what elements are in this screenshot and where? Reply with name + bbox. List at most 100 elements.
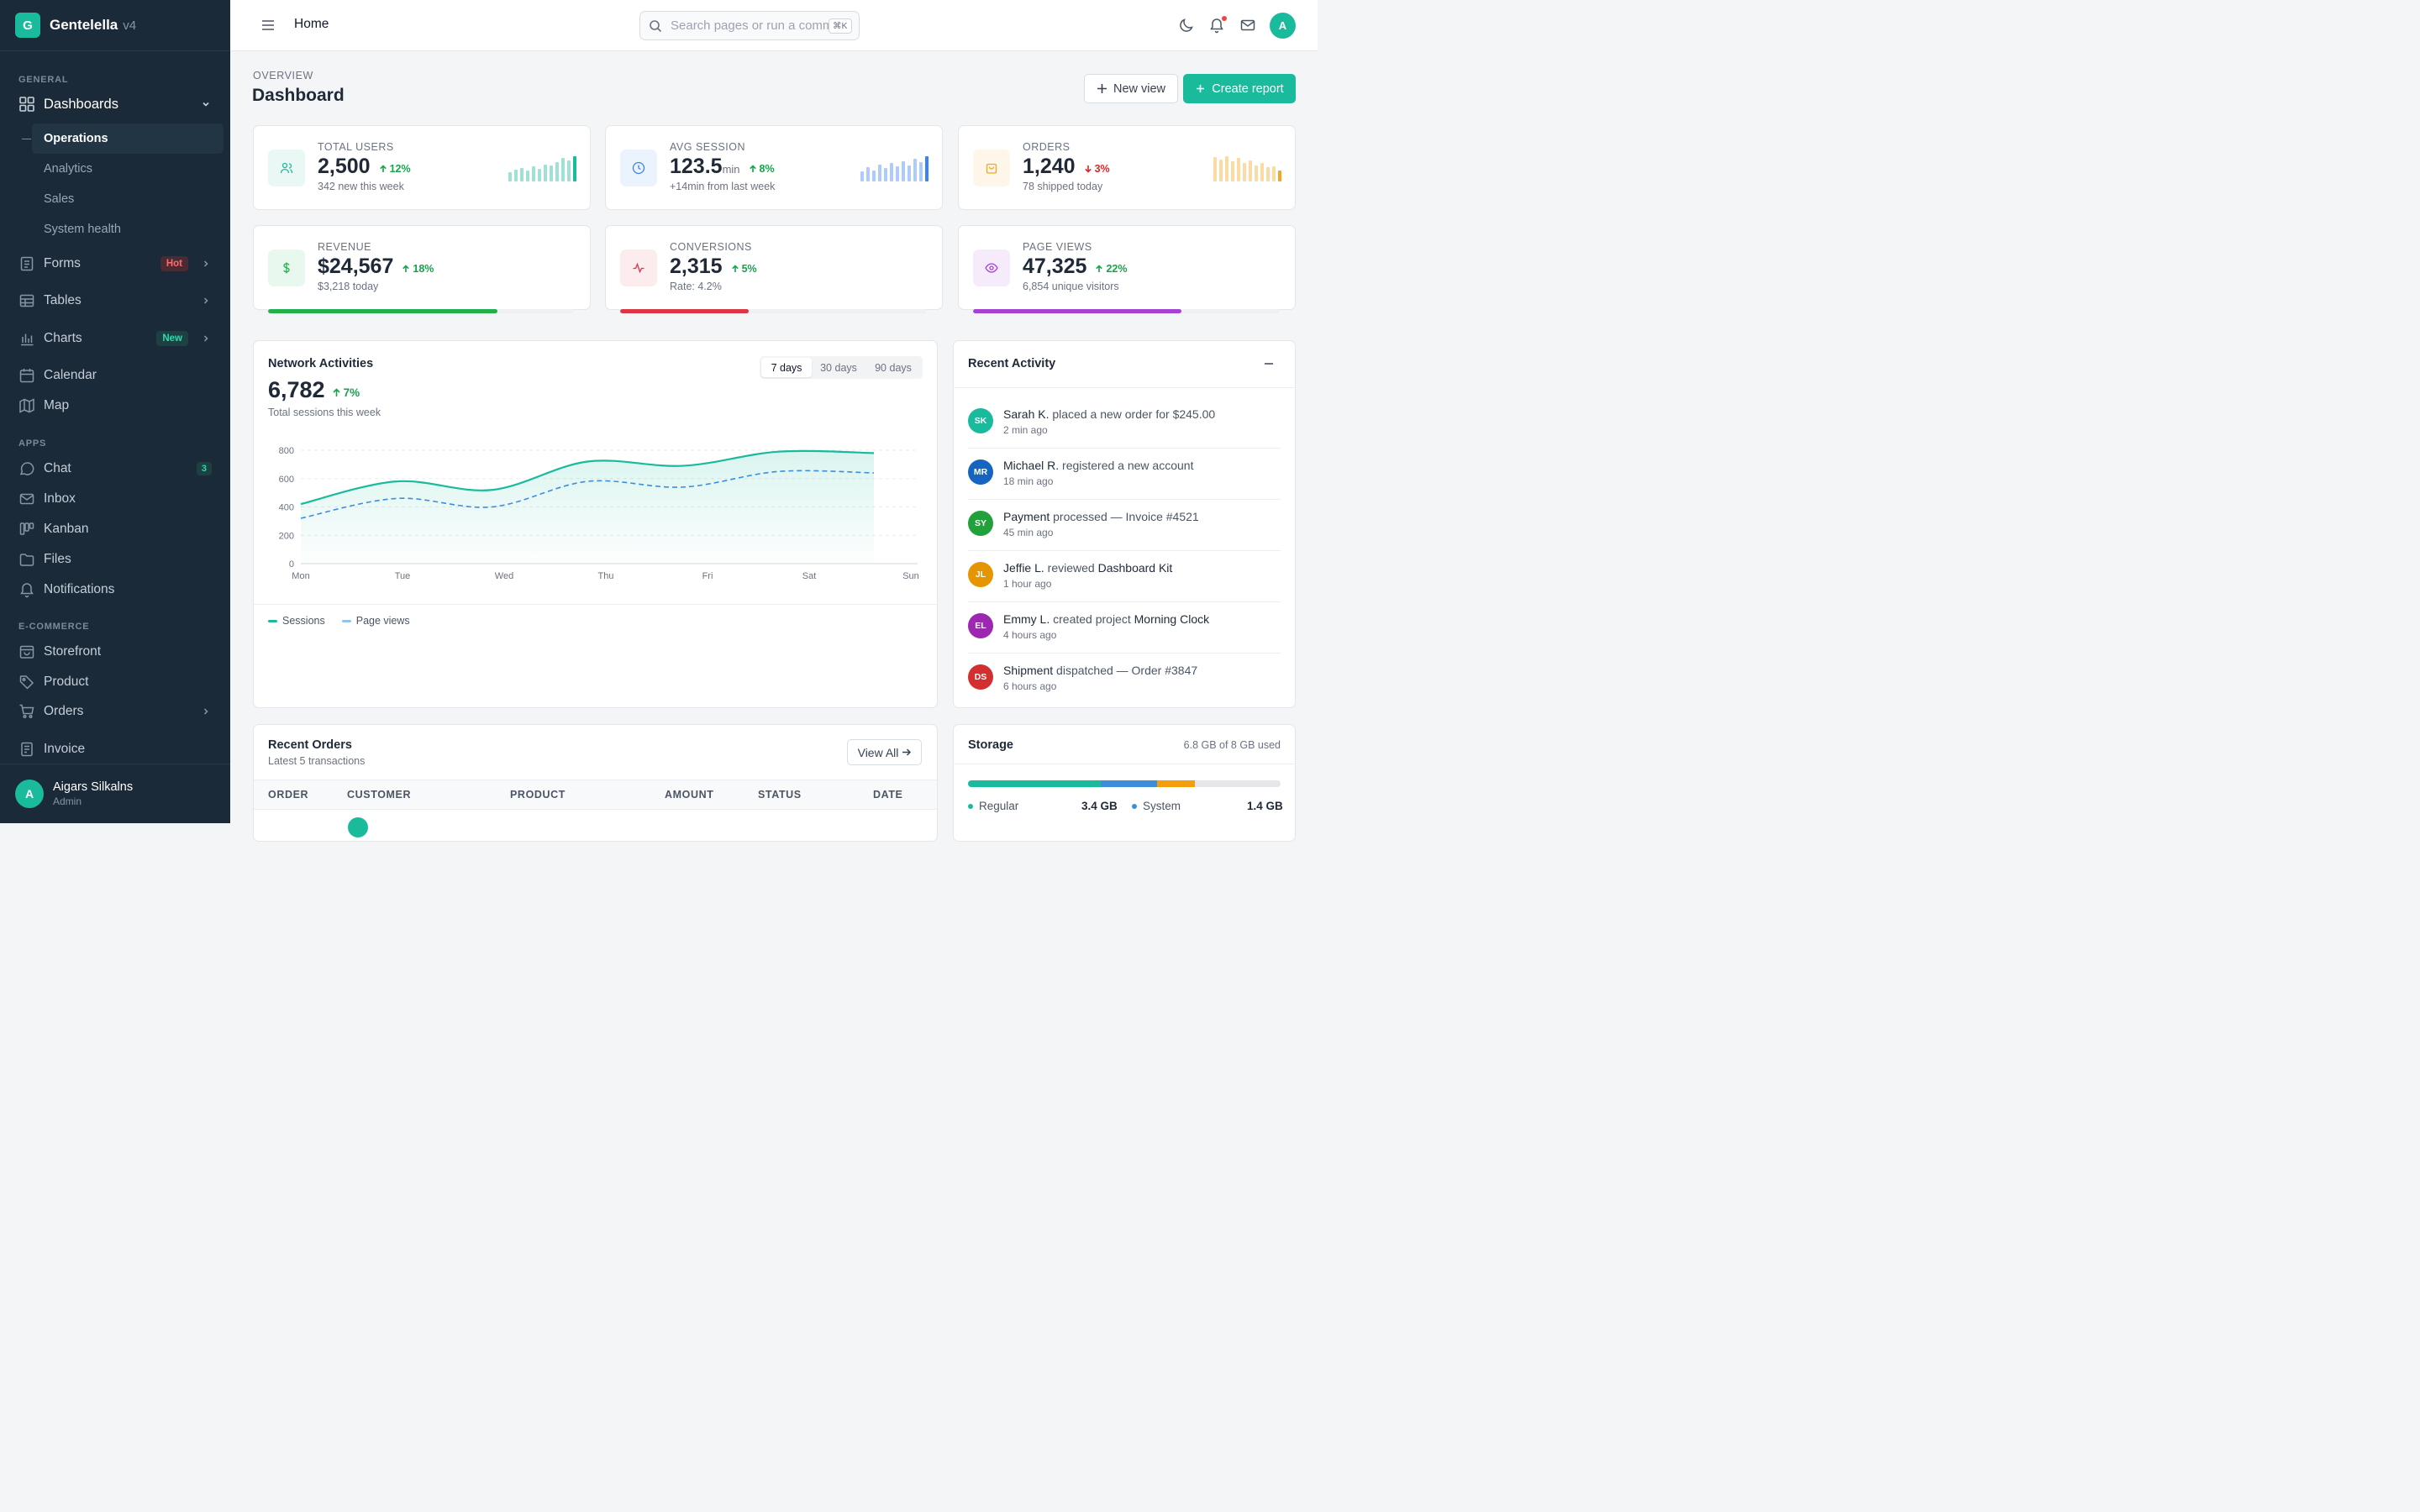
column-header[interactable]: PRODUCT bbox=[510, 789, 566, 801]
network-line-chart: 0 200 400 600 800 Mon Tue Wed Thu Fri Sat Sun bbox=[279, 446, 919, 581]
plus-icon bbox=[1197, 85, 1205, 92]
sidebar-subitem-system-health[interactable]: System health bbox=[44, 223, 121, 236]
spark-bar bbox=[561, 158, 565, 181]
activity-item[interactable]: MR Michael R. registered a new account 1… bbox=[968, 451, 1281, 502]
sidebar-item-map[interactable]: Map bbox=[12, 391, 224, 421]
spark-bar bbox=[908, 165, 911, 181]
search-box[interactable]: ⌘K bbox=[639, 11, 860, 40]
activity-item[interactable]: EL Emmy L. created project Morning Clock… bbox=[968, 605, 1281, 656]
brand[interactable]: G Gentelella v4 bbox=[0, 0, 230, 51]
stat-icon-box bbox=[268, 150, 305, 186]
storage-segment bbox=[968, 780, 1102, 787]
divider bbox=[954, 387, 1296, 388]
sidebar-item-label: Tables bbox=[44, 293, 82, 307]
stat-label: CONVERSIONS bbox=[670, 241, 752, 253]
network-value: 6,782 bbox=[268, 377, 325, 402]
y-tick-label: 600 bbox=[279, 475, 294, 485]
range-7-days[interactable]: 7 days bbox=[761, 358, 812, 377]
legend-label: Regular bbox=[979, 800, 1019, 812]
spark-bar bbox=[532, 166, 535, 181]
spark-bar bbox=[1225, 156, 1228, 181]
moon-icon[interactable] bbox=[1178, 17, 1195, 34]
bell-icon[interactable] bbox=[1208, 17, 1225, 34]
sidebar-item-chat[interactable]: Chat 3 bbox=[12, 454, 224, 484]
sidebar-subitem-operations[interactable]: Operations bbox=[32, 123, 224, 154]
sidebar-item-calendar[interactable]: Calendar bbox=[12, 360, 224, 391]
sidebar-item-inbox[interactable]: Inbox bbox=[12, 484, 224, 514]
activity-item[interactable]: SK Sarah K. placed a new order for $245.… bbox=[968, 400, 1281, 451]
sidebar-item-product[interactable]: Product bbox=[12, 667, 224, 697]
user-avatar[interactable]: A bbox=[1270, 13, 1296, 39]
map-icon bbox=[19, 398, 34, 413]
activity-item[interactable]: DS Shipment dispatched — Order #3847 6 h… bbox=[968, 656, 1281, 707]
column-header[interactable]: AMOUNT bbox=[665, 789, 714, 801]
sidebar-item-orders[interactable]: Orders bbox=[12, 696, 224, 727]
new-badge: New bbox=[156, 331, 188, 346]
mail-icon[interactable] bbox=[1239, 17, 1256, 34]
network-trend: 7% bbox=[332, 386, 360, 399]
button-label: New view bbox=[1113, 81, 1166, 96]
stat-label: PAGE VIEWS bbox=[1023, 241, 1092, 253]
sidebar-item-storefront[interactable]: Storefront bbox=[12, 637, 224, 667]
spark-bar bbox=[872, 171, 876, 181]
legend-dot bbox=[1132, 803, 1137, 809]
new-view-button[interactable]: New view bbox=[1084, 74, 1178, 103]
sidebar-item-tables[interactable]: Tables bbox=[12, 286, 224, 316]
column-header[interactable]: CUSTOMER bbox=[347, 789, 412, 801]
clock-icon bbox=[632, 161, 645, 175]
stat-label: ORDERS bbox=[1023, 141, 1071, 153]
sidebar-item-kanban[interactable]: Kanban bbox=[12, 514, 224, 544]
user-profile[interactable]: A Aigars Silkalns Admin bbox=[0, 764, 230, 823]
legend-sessions[interactable]: Sessions bbox=[268, 615, 325, 627]
x-tick-label: Tue bbox=[395, 571, 411, 581]
section-apps: APPS bbox=[18, 438, 47, 449]
sidebar-item-invoice[interactable]: Invoice bbox=[12, 734, 224, 764]
legend-page-views[interactable]: Page views bbox=[341, 615, 410, 627]
network-summary: 6,782 7% bbox=[268, 377, 360, 403]
series-line-sessions bbox=[300, 449, 875, 506]
column-header[interactable]: DATE bbox=[873, 789, 903, 801]
breadcrumb[interactable]: Home bbox=[294, 17, 329, 31]
x-tick-label: Mon bbox=[292, 571, 309, 581]
range-90-days[interactable]: 90 days bbox=[875, 361, 912, 374]
create-report-button[interactable]: Create report bbox=[1183, 74, 1296, 103]
arrow-right-icon bbox=[902, 748, 912, 756]
sidebar-item-notifications[interactable]: Notifications bbox=[12, 575, 224, 605]
avatar bbox=[348, 817, 368, 837]
stat-subtext: +14min from last week bbox=[670, 181, 776, 192]
network-subtitle: Total sessions this week bbox=[268, 407, 381, 418]
minimize-icon[interactable] bbox=[1265, 363, 1273, 365]
sidebar-item-label: Kanban bbox=[44, 522, 89, 536]
sidebar-item-label: Product bbox=[44, 675, 89, 689]
trend-value: 12% bbox=[389, 163, 411, 175]
activity-item[interactable]: JL Jeffie L. reviewed Dashboard Kit 1 ho… bbox=[968, 554, 1281, 605]
column-header[interactable]: STATUS bbox=[758, 789, 802, 801]
column-header[interactable]: ORDER bbox=[268, 789, 309, 801]
range-30-days[interactable]: 30 days bbox=[820, 361, 857, 374]
sparkline bbox=[508, 156, 576, 181]
page-overline: OVERVIEW bbox=[253, 70, 313, 81]
sidebar-item-dashboards[interactable]: Dashboards bbox=[12, 89, 224, 119]
sidebar-item-charts[interactable]: Charts New bbox=[12, 323, 224, 354]
spark-bar bbox=[555, 162, 559, 181]
activity-item[interactable]: SY Payment processed — Invoice #4521 45 … bbox=[968, 502, 1281, 554]
progress-bar bbox=[973, 309, 1279, 313]
sidebar-item-forms[interactable]: Forms Hot bbox=[12, 249, 224, 279]
menu-icon[interactable] bbox=[260, 18, 276, 33]
arrow-down-icon bbox=[1084, 165, 1092, 173]
spark-bar bbox=[544, 165, 547, 181]
sidebar-subitem-sales[interactable]: Sales bbox=[44, 192, 75, 206]
y-tick-label: 400 bbox=[279, 503, 294, 513]
search-input[interactable] bbox=[671, 18, 829, 33]
legend-swatch bbox=[341, 620, 351, 623]
view-all-button[interactable]: View All bbox=[847, 739, 922, 765]
spark-bar bbox=[526, 171, 529, 181]
sidebar-item-label: Dashboards bbox=[44, 96, 118, 112]
sidebar-item-files[interactable]: Files bbox=[12, 544, 224, 575]
avatar: SY bbox=[968, 511, 993, 536]
divider bbox=[968, 653, 1281, 654]
stat-value: 47,325 bbox=[1023, 255, 1087, 278]
stat-value-row: 1,240 3% bbox=[1023, 155, 1110, 179]
sidebar-subitem-analytics[interactable]: Analytics bbox=[44, 162, 93, 176]
stat-label: AVG SESSION bbox=[670, 141, 746, 153]
